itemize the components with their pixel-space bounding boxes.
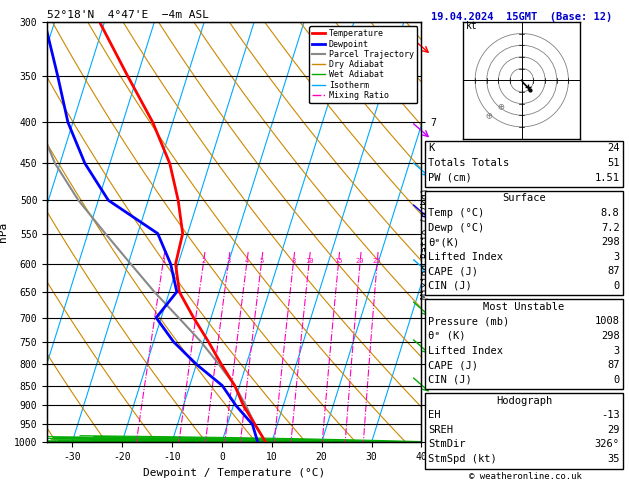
Text: 3: 3	[226, 258, 230, 264]
Text: θᵉ (K): θᵉ (K)	[428, 331, 466, 341]
Text: 298: 298	[601, 237, 620, 247]
Text: 8: 8	[291, 258, 296, 264]
Text: -13: -13	[601, 410, 620, 420]
Text: ⊕: ⊕	[486, 110, 493, 120]
Text: Lifted Index: Lifted Index	[428, 252, 503, 262]
Text: 24: 24	[607, 143, 620, 154]
Text: 29: 29	[607, 425, 620, 435]
Text: 52°18'N  4°47'E  −4m ASL: 52°18'N 4°47'E −4m ASL	[47, 10, 209, 20]
Text: 4: 4	[245, 258, 249, 264]
Y-axis label: km
ASL: km ASL	[453, 232, 470, 254]
Text: StmSpd (kt): StmSpd (kt)	[428, 454, 497, 464]
Text: 5: 5	[259, 258, 264, 264]
Text: CIN (J): CIN (J)	[428, 375, 472, 385]
Text: Mixing Ratio (g/kg): Mixing Ratio (g/kg)	[421, 187, 431, 299]
Text: 87: 87	[607, 360, 620, 370]
Text: 3: 3	[613, 346, 620, 356]
Text: kt: kt	[465, 21, 477, 31]
Legend: Temperature, Dewpoint, Parcel Trajectory, Dry Adiabat, Wet Adiabat, Isotherm, Mi: Temperature, Dewpoint, Parcel Trajectory…	[309, 26, 417, 103]
Text: 2: 2	[201, 258, 206, 264]
X-axis label: Dewpoint / Temperature (°C): Dewpoint / Temperature (°C)	[143, 468, 325, 478]
Text: 10: 10	[304, 258, 313, 264]
Text: CAPE (J): CAPE (J)	[428, 360, 478, 370]
Text: 19.04.2024  15GMT  (Base: 12): 19.04.2024 15GMT (Base: 12)	[431, 12, 612, 22]
Text: Totals Totals: Totals Totals	[428, 158, 509, 168]
Text: 0: 0	[613, 281, 620, 291]
Text: © weatheronline.co.uk: © weatheronline.co.uk	[469, 472, 582, 481]
Y-axis label: hPa: hPa	[0, 222, 8, 242]
Text: ⊕: ⊕	[498, 101, 504, 111]
Text: 15: 15	[334, 258, 343, 264]
Text: SREH: SREH	[428, 425, 454, 435]
Text: 1.51: 1.51	[594, 173, 620, 183]
Text: 326°: 326°	[594, 439, 620, 450]
Text: CIN (J): CIN (J)	[428, 281, 472, 291]
Text: Pressure (mb): Pressure (mb)	[428, 316, 509, 327]
Text: Surface: Surface	[502, 193, 546, 204]
Text: 87: 87	[607, 266, 620, 277]
Text: 0: 0	[613, 375, 620, 385]
Text: θᵉ(K): θᵉ(K)	[428, 237, 460, 247]
Text: 3: 3	[613, 252, 620, 262]
Text: 35: 35	[607, 454, 620, 464]
Text: Most Unstable: Most Unstable	[483, 302, 565, 312]
Text: Hodograph: Hodograph	[496, 396, 552, 406]
Text: Lifted Index: Lifted Index	[428, 346, 503, 356]
Text: 1008: 1008	[594, 316, 620, 327]
Text: Temp (°C): Temp (°C)	[428, 208, 484, 218]
Text: 1: 1	[161, 258, 165, 264]
Text: 25: 25	[373, 258, 381, 264]
Text: 298: 298	[601, 331, 620, 341]
Text: CAPE (J): CAPE (J)	[428, 266, 478, 277]
Text: K: K	[428, 143, 435, 154]
Text: 7.2: 7.2	[601, 223, 620, 233]
Text: 51: 51	[607, 158, 620, 168]
Text: EH: EH	[428, 410, 441, 420]
Text: Dewp (°C): Dewp (°C)	[428, 223, 484, 233]
Text: 20: 20	[356, 258, 364, 264]
Text: 8.8: 8.8	[601, 208, 620, 218]
Text: PW (cm): PW (cm)	[428, 173, 472, 183]
Text: StmDir: StmDir	[428, 439, 466, 450]
